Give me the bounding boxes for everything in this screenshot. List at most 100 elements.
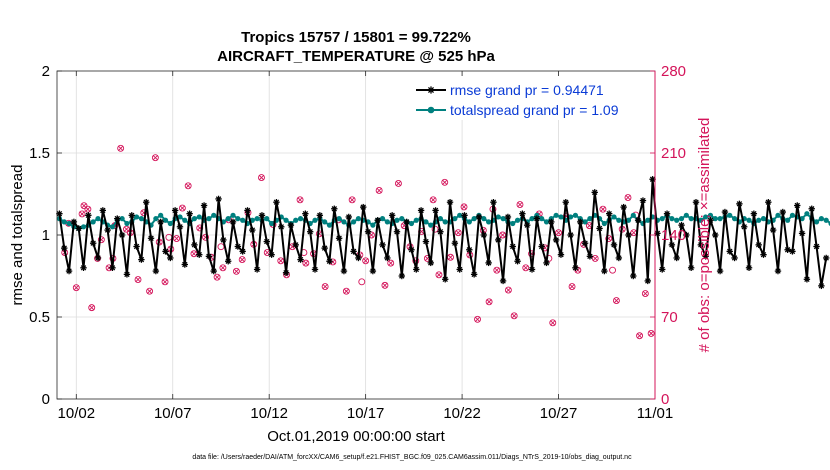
obs-cross-b (258, 174, 265, 181)
obs-cross-b (455, 229, 461, 236)
spread-point (731, 216, 738, 222)
obs-cross-b (474, 316, 481, 323)
rmse-point (707, 217, 714, 224)
asterisk-stroke (514, 258, 521, 264)
spread-point (240, 217, 246, 223)
spread-point (153, 216, 159, 222)
rmse-point (731, 254, 738, 262)
obs-circle (493, 266, 501, 274)
obs-assimilated-marker (219, 264, 227, 272)
obs-assimilated-marker (599, 205, 607, 213)
spread-point (543, 219, 550, 225)
asterisk-stroke (809, 206, 815, 212)
spread-point (206, 216, 212, 222)
spread-point (514, 217, 521, 223)
obs-assimilated-marker (441, 178, 449, 186)
obs-circle (217, 243, 225, 251)
obs-cross-b (600, 206, 606, 212)
asterisk-stroke (317, 212, 323, 219)
asterisk-stroke (755, 242, 762, 248)
asterisk-stroke (399, 273, 405, 279)
obs-cross-b (461, 204, 467, 210)
asterisk-stroke (80, 265, 87, 271)
obs-circle (504, 286, 512, 294)
asterisk-stroke (727, 248, 733, 255)
asterisk-stroke (693, 199, 699, 205)
obs-circle (555, 229, 562, 237)
rmse-point (456, 266, 463, 273)
obs-cross-b (343, 288, 350, 294)
obs-cross-b (135, 276, 141, 283)
obs-assimilated-marker (342, 287, 350, 295)
obs-assimilated-marker (232, 267, 240, 275)
obs-circle (435, 271, 443, 279)
asterisk-stroke (427, 86, 435, 94)
obs-cross-b (152, 154, 159, 161)
rmse-point (345, 213, 352, 221)
x-tick-label: 10/22 (443, 405, 481, 422)
spread-point (182, 217, 188, 223)
obs-cross-b (642, 290, 649, 297)
obs-cross-b (73, 284, 80, 291)
asterisk-stroke (428, 260, 434, 266)
rmse-point (663, 210, 671, 217)
grid (57, 71, 655, 399)
asterisk-stroke (297, 256, 304, 263)
rmse-point (697, 241, 705, 249)
rmse-point (615, 254, 623, 262)
rmse-point (446, 199, 454, 206)
obs-assimilated-marker (78, 210, 86, 218)
rmse-point (543, 259, 550, 267)
asterisk-stroke (678, 222, 685, 228)
asterisk-stroke (191, 242, 198, 248)
y-axis-label-right: # of obs: o=possible; ×=assimilated (696, 118, 713, 353)
obs-cross-b (499, 232, 506, 238)
y-tick-label-left: 1 (42, 227, 50, 244)
obs-circle (151, 154, 159, 162)
spread-point (336, 216, 342, 222)
obs-cross-b (349, 197, 355, 203)
rmse-point (99, 207, 107, 214)
spread-point (452, 216, 458, 222)
asterisk-stroke (215, 196, 222, 202)
rmse-point (306, 228, 314, 235)
rmse-point (205, 253, 213, 260)
asterisk-stroke (485, 260, 492, 266)
rmse-point (716, 267, 724, 275)
rmse-point (760, 251, 767, 258)
obs-assimilated-marker (184, 182, 192, 190)
spread-point (572, 212, 579, 218)
obs-cross-b (592, 255, 598, 262)
spread-point (616, 217, 622, 223)
asterisk-stroke (162, 248, 169, 255)
asterisk-stroke (461, 212, 468, 219)
rmse-point (789, 248, 796, 255)
spread-point (355, 216, 362, 222)
obs-assimilated-marker (647, 329, 655, 337)
asterisk-stroke (534, 215, 540, 222)
rmse-point (620, 203, 627, 211)
spread-point (712, 216, 718, 222)
obs-cross-b (395, 180, 402, 187)
obs-assimilated-marker (117, 144, 125, 152)
rmse-point (388, 212, 396, 219)
spread-point (423, 219, 429, 225)
obs-circle (460, 203, 468, 211)
obs-circle (72, 284, 80, 292)
asterisk-stroke (201, 202, 207, 209)
asterisk-stroke (794, 202, 800, 209)
obs-cross-b (123, 226, 130, 232)
asterisk-stroke (341, 268, 347, 274)
spread-point (437, 216, 443, 222)
asterisk-stroke (268, 251, 275, 258)
asterisk-stroke (177, 224, 183, 230)
rmse-point (321, 244, 328, 252)
obs-assimilated-marker (387, 259, 395, 267)
obs-circle (516, 201, 524, 208)
asterisk-stroke (153, 268, 159, 274)
rmse-point (794, 202, 801, 209)
obs-circle (381, 281, 389, 289)
rmse-point (630, 272, 637, 280)
y-tick-label-right: 280 (661, 63, 686, 80)
rmse-point (360, 203, 367, 211)
